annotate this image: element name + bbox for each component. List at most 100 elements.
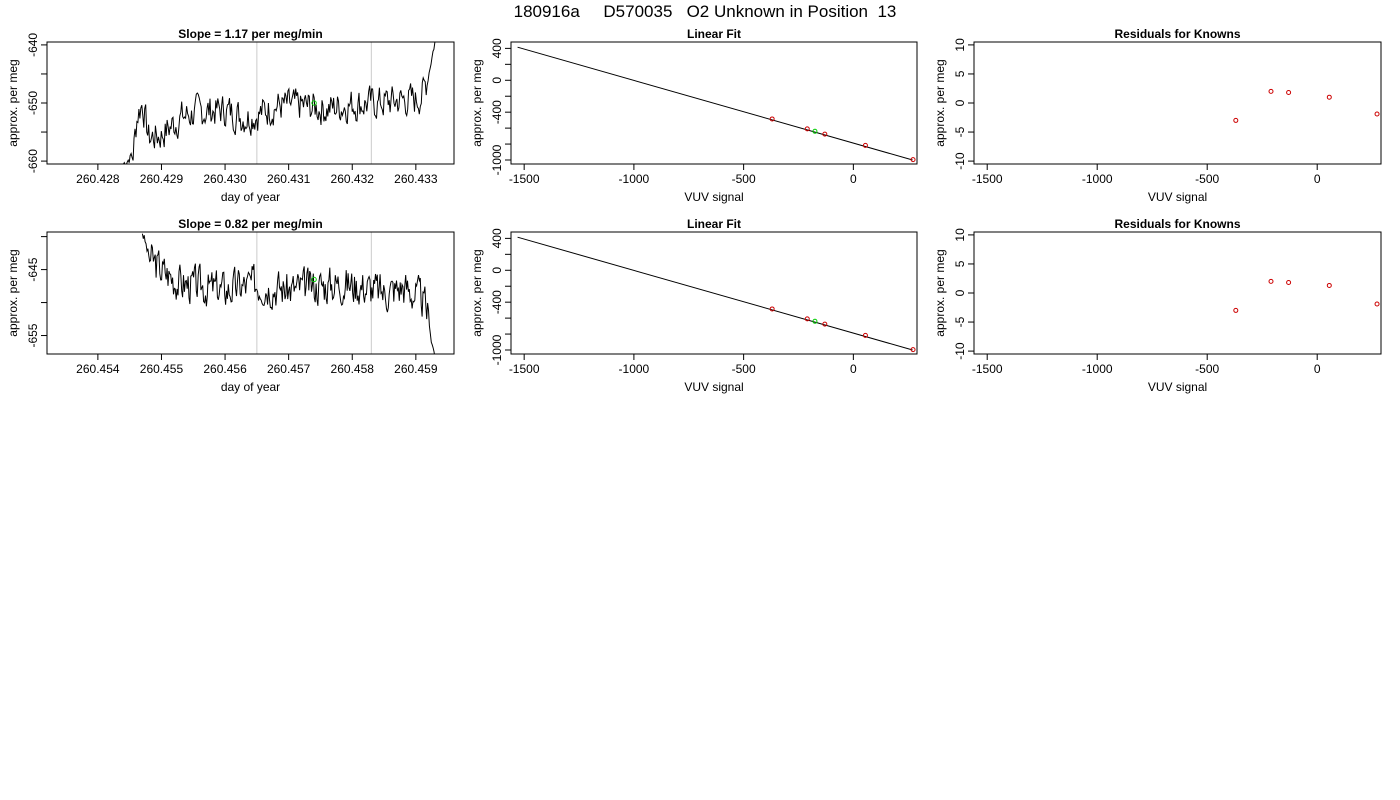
x-tick-label: 260.430 (203, 172, 247, 186)
x-tick-label: -1000 (619, 362, 650, 376)
plot-frame (973, 231, 1382, 355)
x-axis-label: VUV signal (684, 190, 743, 204)
x-tick-label: 0 (850, 362, 857, 376)
y-tick-label: -650 (26, 91, 40, 115)
figure-title: 180916a D570035 O2 Unknown in Position 1… (514, 2, 897, 21)
panel-title: Slope = 1.17 per meg/min (178, 27, 322, 41)
unknown-point (812, 318, 818, 324)
known-point (862, 332, 868, 338)
plot-frame (46, 231, 455, 355)
panel-title: Slope = 0.82 per meg/min (178, 217, 322, 231)
known-point (1326, 94, 1332, 100)
unknown-point (311, 100, 317, 106)
plot-area (122, 42, 436, 164)
y-tick-label: -400 (490, 100, 504, 124)
y-tick-label: 0 (953, 289, 967, 296)
y-tick-label: -1000 (490, 334, 504, 365)
x-axis-label: VUV signal (684, 380, 743, 394)
y-tick-label: 0 (953, 99, 967, 106)
panel-residuals-bottom: Residuals for Knowns -1500 -1000 -500 0 -10 -5… (933, 217, 1382, 394)
y-tick-label: -655 (26, 323, 40, 347)
known-point (1233, 307, 1239, 313)
fit-line (517, 46, 913, 161)
panel-linfit-top: Linear Fit -1500 -1000 -500 0 -1000 -400 0 400 VU… (470, 27, 918, 204)
y-tick-label: -10 (953, 342, 967, 360)
x-tick-label: 260.458 (331, 362, 375, 376)
y-axis-label: approx. per meg (6, 249, 20, 336)
x-axis-label: VUV signal (1148, 380, 1207, 394)
plot-area (517, 236, 916, 353)
x-tick-label: -500 (732, 362, 756, 376)
unknown-point (311, 276, 317, 283)
y-axis-label: approx. per meg (470, 59, 484, 146)
x-tick-label: -500 (1195, 362, 1219, 376)
data-trace (122, 42, 436, 164)
y-tick-label: -645 (26, 257, 40, 281)
y-axis-label: approx. per meg (933, 249, 947, 336)
y-axis-label: approx. per meg (933, 59, 947, 146)
x-tick-label: -1500 (972, 172, 1003, 186)
x-tick-label: -1500 (509, 362, 540, 376)
plot-frame (510, 41, 918, 165)
y-tick-label: -640 (26, 33, 40, 57)
x-tick-label: 260.432 (331, 172, 375, 186)
known-point (1286, 90, 1292, 96)
known-point (1268, 278, 1274, 284)
x-tick-label: 260.457 (267, 362, 311, 376)
known-point (822, 321, 828, 327)
y-tick-label: -660 (26, 149, 40, 173)
panel-linfit-bottom: Linear Fit -1500 -1000 -500 0 -1000 -400 0 400 VU… (470, 217, 918, 394)
panel-title: Linear Fit (687, 217, 741, 231)
known-point (1374, 111, 1380, 117)
plot-frame (973, 41, 1382, 165)
y-tick-label: 400 (490, 228, 504, 248)
x-axis-label: day of year (221, 380, 280, 394)
known-point (769, 116, 775, 122)
x-axis-label: day of year (221, 190, 280, 204)
x-tick-label: -500 (1195, 172, 1219, 186)
y-axis-label: approx. per meg (6, 59, 20, 146)
y-tick-label: -5 (953, 316, 967, 327)
known-point (1374, 301, 1380, 307)
x-tick-label: 0 (850, 172, 857, 186)
y-tick-label: 10 (953, 38, 967, 52)
x-tick-label: 0 (1314, 362, 1321, 376)
x-tick-label: 260.428 (76, 172, 120, 186)
x-tick-label: -500 (732, 172, 756, 186)
known-point (1326, 282, 1332, 288)
y-tick-label: -5 (953, 126, 967, 137)
known-point (862, 142, 868, 148)
x-tick-label: 0 (1314, 172, 1321, 186)
known-point (1268, 88, 1274, 94)
plot-frame (510, 231, 918, 355)
unknown-point (812, 128, 818, 134)
known-point (804, 126, 810, 132)
panel-title: Linear Fit (687, 27, 741, 41)
plot-frame (46, 41, 455, 165)
x-tick-label: 260.433 (394, 172, 438, 186)
panel-residuals-top: Residuals for Knowns -1500 -1000 -500 0 -10 -5… (933, 27, 1382, 204)
x-tick-label: -1000 (1082, 362, 1113, 376)
x-tick-label: -1000 (1082, 172, 1113, 186)
plot-area (517, 46, 916, 163)
known-point (1233, 117, 1239, 123)
x-tick-label: 260.429 (140, 172, 184, 186)
known-point (822, 131, 828, 137)
x-tick-label: -1500 (509, 172, 540, 186)
y-tick-label: 0 (490, 267, 504, 274)
x-tick-label: -1500 (972, 362, 1003, 376)
y-tick-label: -1000 (490, 144, 504, 175)
data-trace (141, 233, 435, 354)
y-tick-label: 10 (953, 228, 967, 242)
y-tick-label: 5 (953, 70, 967, 77)
known-point (910, 347, 916, 353)
plot-area (1233, 88, 1380, 123)
x-tick-label: 260.454 (76, 362, 120, 376)
x-axis-label: VUV signal (1148, 190, 1207, 204)
x-tick-label: 260.455 (140, 362, 184, 376)
x-tick-label: 260.459 (394, 362, 438, 376)
panel-title: Residuals for Knowns (1114, 217, 1240, 231)
y-tick-label: -400 (490, 290, 504, 314)
known-point (910, 157, 916, 163)
